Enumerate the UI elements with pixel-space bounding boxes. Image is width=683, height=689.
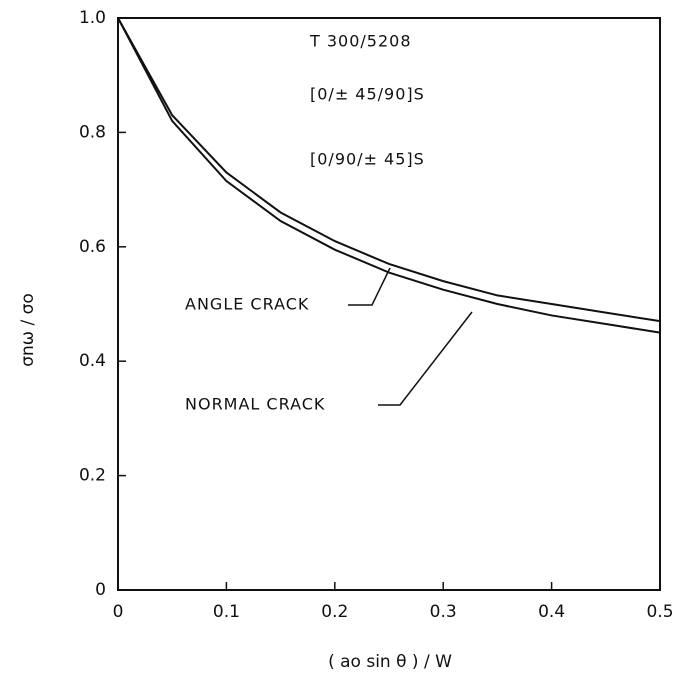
arrow [348,267,391,306]
plot-frame [117,17,661,591]
y-tick-label: 0 [95,580,106,600]
annotation: [0/± 45/90]S [310,85,425,104]
line-series [117,17,661,323]
annotation: T 300/5208 [309,32,412,51]
x-tick-label: 0.5 [646,602,673,622]
annotation: [0/90/± 45]S [310,150,425,169]
annotation: ANGLE CRACK [185,295,309,314]
y-tick-label: 0.6 [79,237,106,257]
line-series [117,17,661,334]
y-axis-label: σnω / σo [18,293,38,367]
x-axis-label: ( ao sin θ ) / W [328,652,452,672]
x-tick-label: 0 [113,602,124,622]
x-tick-label: 0.4 [538,602,565,622]
x-tick-label: 0.1 [213,602,240,622]
y-tick-label: 0.8 [79,122,106,142]
x-tick-label: 0.3 [430,602,457,622]
y-tick-label: 1.0 [79,8,106,28]
y-tick-label: 0.2 [79,466,106,486]
arrow [378,311,473,406]
annotation: NORMAL CRACK [185,395,325,414]
x-tick-label: 0.2 [321,602,348,622]
y-tick-label: 0.4 [79,351,106,371]
arrows [348,267,473,406]
